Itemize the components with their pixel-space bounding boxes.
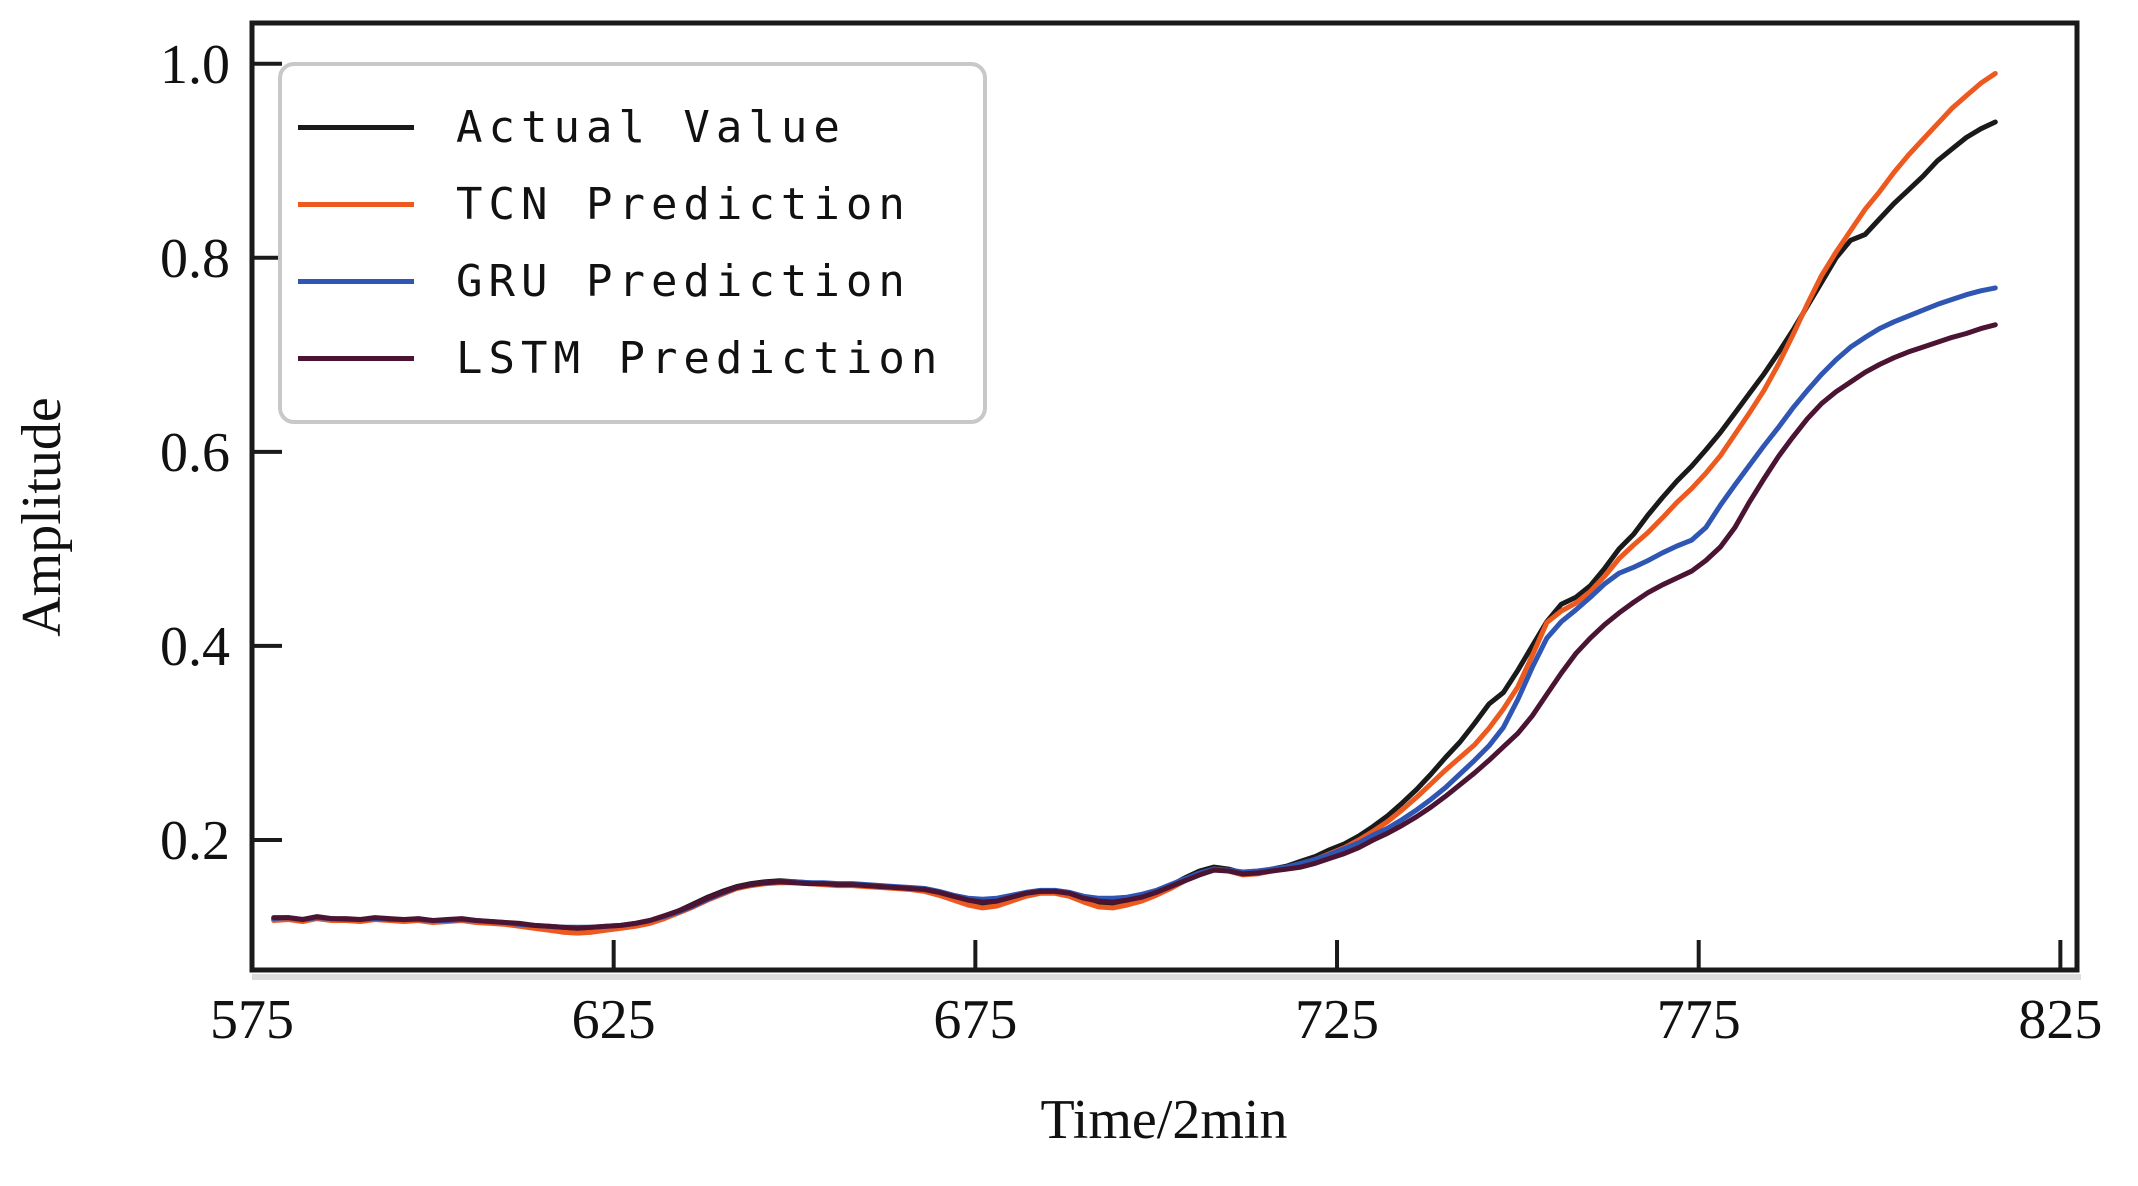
y-tick-label: 0.6 (160, 422, 230, 484)
legend-item-actual: Actual Value (298, 102, 983, 153)
series-line-3 (271, 322, 1998, 931)
legend-label-actual: Actual Value (456, 102, 846, 153)
legend-line-sample-tcn (298, 202, 414, 207)
y-axis-title: Amplitude (11, 397, 73, 637)
legend-line-sample-lstm (298, 356, 414, 361)
legend-item-gru: GRU Prediction (298, 256, 983, 307)
x-axis-ticks: 575 625 675 725 775 825 (210, 940, 2102, 1051)
y-tick-label: 0.2 (160, 810, 230, 872)
x-tick-label: 775 (1657, 989, 1741, 1051)
series-line-1 (271, 71, 1998, 936)
legend-line-sample-gru (298, 279, 414, 284)
x-axis-title: Time/2min (1040, 1089, 1288, 1151)
legend-label-gru: GRU Prediction (456, 256, 911, 307)
legend-line-sample-actual (298, 125, 414, 130)
plot-border (249, 20, 2080, 973)
legend-item-lstm: LSTM Prediction (298, 333, 983, 384)
x-tick-label: 625 (572, 989, 656, 1051)
y-axis-ticks: 0.2 0.4 0.6 0.8 1.0 (160, 34, 282, 872)
legend: Actual Value TCN Prediction GRU Predicti… (278, 62, 987, 424)
y-tick-label: 0.4 (160, 616, 230, 678)
legend-item-tcn: TCN Prediction (298, 179, 983, 230)
x-tick-label: 575 (210, 989, 294, 1051)
y-tick-label: 1.0 (160, 34, 230, 96)
x-tick-label: 725 (1295, 989, 1379, 1051)
series-lines (271, 71, 1998, 936)
legend-label-lstm: LSTM Prediction (456, 333, 944, 384)
y-tick-label: 0.8 (160, 228, 230, 290)
legend-label-tcn: TCN Prediction (456, 179, 911, 230)
x-tick-label: 825 (2018, 989, 2102, 1051)
x-tick-label: 675 (933, 989, 1017, 1051)
axis-shadow (252, 974, 2081, 980)
